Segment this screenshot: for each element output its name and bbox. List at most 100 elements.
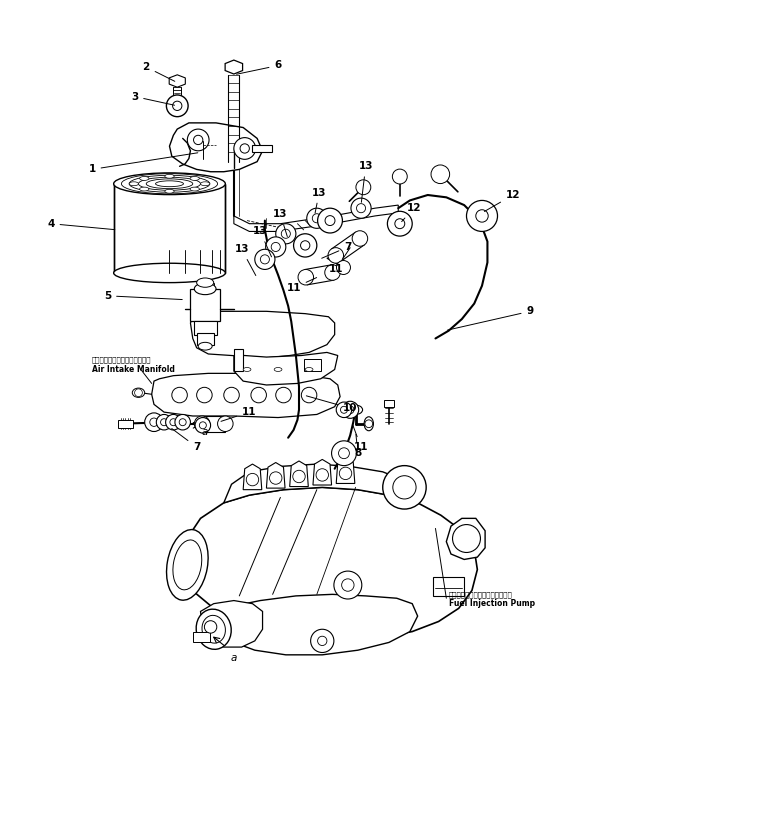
- Ellipse shape: [114, 173, 226, 195]
- Ellipse shape: [328, 248, 344, 263]
- Ellipse shape: [190, 176, 199, 181]
- Text: 7: 7: [322, 242, 351, 258]
- Text: 4: 4: [47, 219, 115, 230]
- Polygon shape: [169, 123, 262, 171]
- Polygon shape: [305, 265, 333, 285]
- Text: 12: 12: [484, 190, 520, 211]
- Polygon shape: [313, 459, 332, 485]
- Circle shape: [452, 524, 480, 552]
- Bar: [234, 349, 243, 371]
- Circle shape: [395, 219, 405, 229]
- Polygon shape: [446, 518, 485, 559]
- Circle shape: [325, 215, 335, 225]
- Ellipse shape: [197, 278, 214, 287]
- Text: 13: 13: [253, 226, 272, 257]
- Ellipse shape: [305, 368, 313, 371]
- Circle shape: [175, 414, 191, 430]
- Text: 13: 13: [273, 210, 287, 236]
- Ellipse shape: [190, 187, 199, 191]
- Polygon shape: [180, 488, 477, 639]
- Polygon shape: [266, 463, 285, 488]
- Circle shape: [307, 208, 327, 228]
- Bar: [433, 577, 464, 596]
- Text: 11: 11: [287, 278, 316, 293]
- Ellipse shape: [352, 230, 368, 246]
- Text: 10: 10: [306, 396, 358, 414]
- Circle shape: [269, 472, 282, 484]
- Text: フュエルインジェクションポンプ: フュエルインジェクションポンプ: [448, 591, 512, 597]
- Bar: [252, 145, 272, 152]
- Ellipse shape: [165, 175, 174, 178]
- Circle shape: [246, 473, 259, 486]
- Text: エアーインテークマニホールド: エアーインテークマニホールド: [92, 356, 152, 363]
- Ellipse shape: [298, 270, 313, 285]
- Circle shape: [301, 240, 310, 250]
- Circle shape: [234, 137, 255, 159]
- Polygon shape: [234, 353, 337, 385]
- Polygon shape: [336, 458, 355, 483]
- Circle shape: [312, 214, 321, 223]
- Polygon shape: [202, 416, 226, 432]
- Circle shape: [341, 406, 348, 414]
- Circle shape: [316, 468, 329, 481]
- Polygon shape: [234, 205, 398, 231]
- Polygon shape: [331, 232, 365, 262]
- Polygon shape: [243, 464, 262, 490]
- Text: 6: 6: [237, 61, 282, 74]
- Ellipse shape: [165, 190, 174, 193]
- Ellipse shape: [218, 416, 233, 432]
- Circle shape: [339, 468, 351, 479]
- Bar: [114, 184, 226, 273]
- Text: Fuel Injection Pump: Fuel Injection Pump: [448, 599, 535, 608]
- Circle shape: [161, 418, 168, 426]
- Circle shape: [318, 636, 327, 646]
- Circle shape: [337, 260, 351, 275]
- Circle shape: [476, 210, 488, 222]
- Text: Air Intake Manifold: Air Intake Manifold: [92, 365, 175, 374]
- Circle shape: [365, 420, 373, 428]
- Ellipse shape: [201, 182, 210, 186]
- Circle shape: [332, 441, 356, 466]
- Circle shape: [466, 201, 497, 231]
- Circle shape: [266, 237, 286, 257]
- Polygon shape: [216, 594, 418, 655]
- Polygon shape: [225, 60, 243, 74]
- Ellipse shape: [196, 609, 231, 649]
- Ellipse shape: [274, 368, 282, 371]
- Bar: [304, 359, 321, 371]
- Bar: [197, 333, 214, 344]
- Ellipse shape: [364, 417, 373, 431]
- Circle shape: [251, 388, 266, 403]
- Bar: [118, 420, 133, 428]
- Circle shape: [271, 242, 280, 251]
- Text: 9: 9: [448, 306, 533, 330]
- Circle shape: [301, 388, 317, 403]
- Circle shape: [356, 204, 366, 213]
- Text: 5: 5: [104, 291, 182, 301]
- Ellipse shape: [325, 265, 341, 280]
- Circle shape: [431, 165, 450, 184]
- Circle shape: [346, 406, 354, 414]
- Circle shape: [276, 388, 291, 403]
- Circle shape: [240, 144, 249, 153]
- Text: a: a: [201, 427, 208, 437]
- Circle shape: [341, 401, 358, 418]
- Ellipse shape: [132, 388, 144, 398]
- Text: 2: 2: [143, 62, 175, 82]
- Polygon shape: [185, 129, 251, 166]
- Ellipse shape: [114, 263, 226, 283]
- Circle shape: [393, 476, 416, 499]
- Text: 8: 8: [355, 434, 362, 458]
- Text: 13: 13: [312, 188, 326, 213]
- Circle shape: [224, 388, 239, 403]
- Ellipse shape: [194, 283, 216, 295]
- Polygon shape: [169, 75, 185, 87]
- Ellipse shape: [243, 368, 251, 371]
- Text: a: a: [230, 653, 237, 663]
- Polygon shape: [152, 374, 340, 418]
- Polygon shape: [201, 601, 262, 647]
- Circle shape: [166, 95, 188, 116]
- Circle shape: [134, 389, 142, 397]
- Circle shape: [336, 402, 351, 418]
- Text: 11: 11: [329, 248, 350, 274]
